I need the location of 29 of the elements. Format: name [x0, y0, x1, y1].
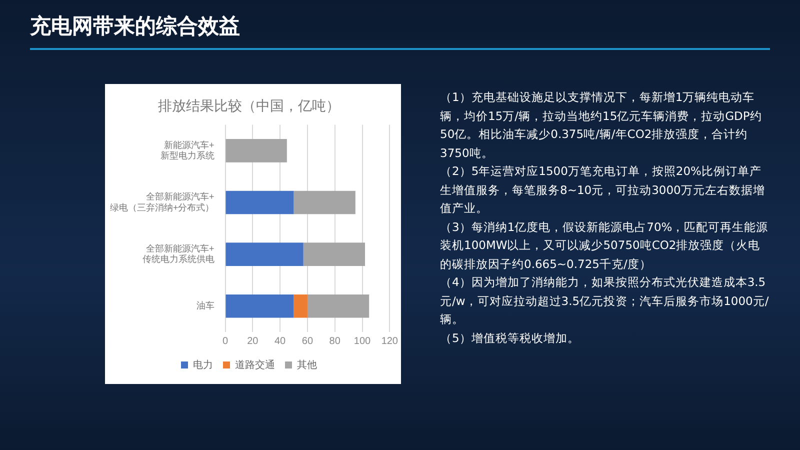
x-tick-label: 120: [381, 336, 398, 347]
text: （5）增值税等税收增加。: [440, 330, 580, 346]
bar: [226, 190, 294, 214]
bar: [226, 139, 287, 162]
text: （1）充电基础设施足以支撑情况下，每新增1万辆纯电动车辆，均价15万/辆，拉动当地约15亿元车辆消费，拉动GDP约50亿。相比油车减少0.375吨/辆/年CO2排放强度，合计约3750吨。: [440, 89, 763, 162]
bar: [294, 190, 356, 214]
chart-title: 充电网带来的综合效益: [30, 13, 240, 40]
y-tick-label: 全部新能源汽车+ 绿电（三弃消纳+分布式）: [110, 192, 214, 212]
bar: [294, 294, 308, 318]
bar: [303, 242, 365, 266]
y-tick-label: 全部新能源汽车+ 传统电力系统供电: [142, 243, 214, 264]
x-tick-label: 0: [222, 336, 228, 347]
x-tick-label: 40: [274, 336, 286, 347]
y-tick-label: 油车: [196, 300, 214, 311]
legend-label: 电力: [193, 358, 213, 371]
chart-subtitle: 排放结果比较（中国，亿吨）: [158, 97, 340, 114]
bar: [226, 294, 294, 318]
text: （3）每消纳1亿度电，假设新能源电占70%，匹配可再生能源装机100MW以上，又可以减少50750吨CO2排放强度（火电的碳排放因子约0.665~0.725千克/度）: [440, 218, 770, 272]
bar: [226, 242, 304, 266]
x-tick-label: 100: [354, 336, 372, 347]
x-tick-label: 60: [302, 336, 314, 347]
x-tick-label: 20: [247, 336, 259, 347]
text: （2）5年运营对应1500万笔充电订单，按照20%比例订单产生增值服务，每笔服务8~10元，可拉动3000万元左右数据增值产业。: [440, 163, 766, 217]
y-tick-label: 新能源汽车+ 新型电力系统: [160, 140, 214, 161]
legend-label: 其他: [297, 358, 317, 371]
bar: [307, 294, 370, 318]
x-tick-label: 80: [329, 336, 341, 347]
text: （4）因为增加了消纳能力，如果按照分布式光伏建造成本3.5元/w，可对应拉动超过3.5亿元投资；汽车后服务市场1000元/辆。: [440, 274, 770, 328]
legend-label: 道路交通: [235, 358, 275, 371]
